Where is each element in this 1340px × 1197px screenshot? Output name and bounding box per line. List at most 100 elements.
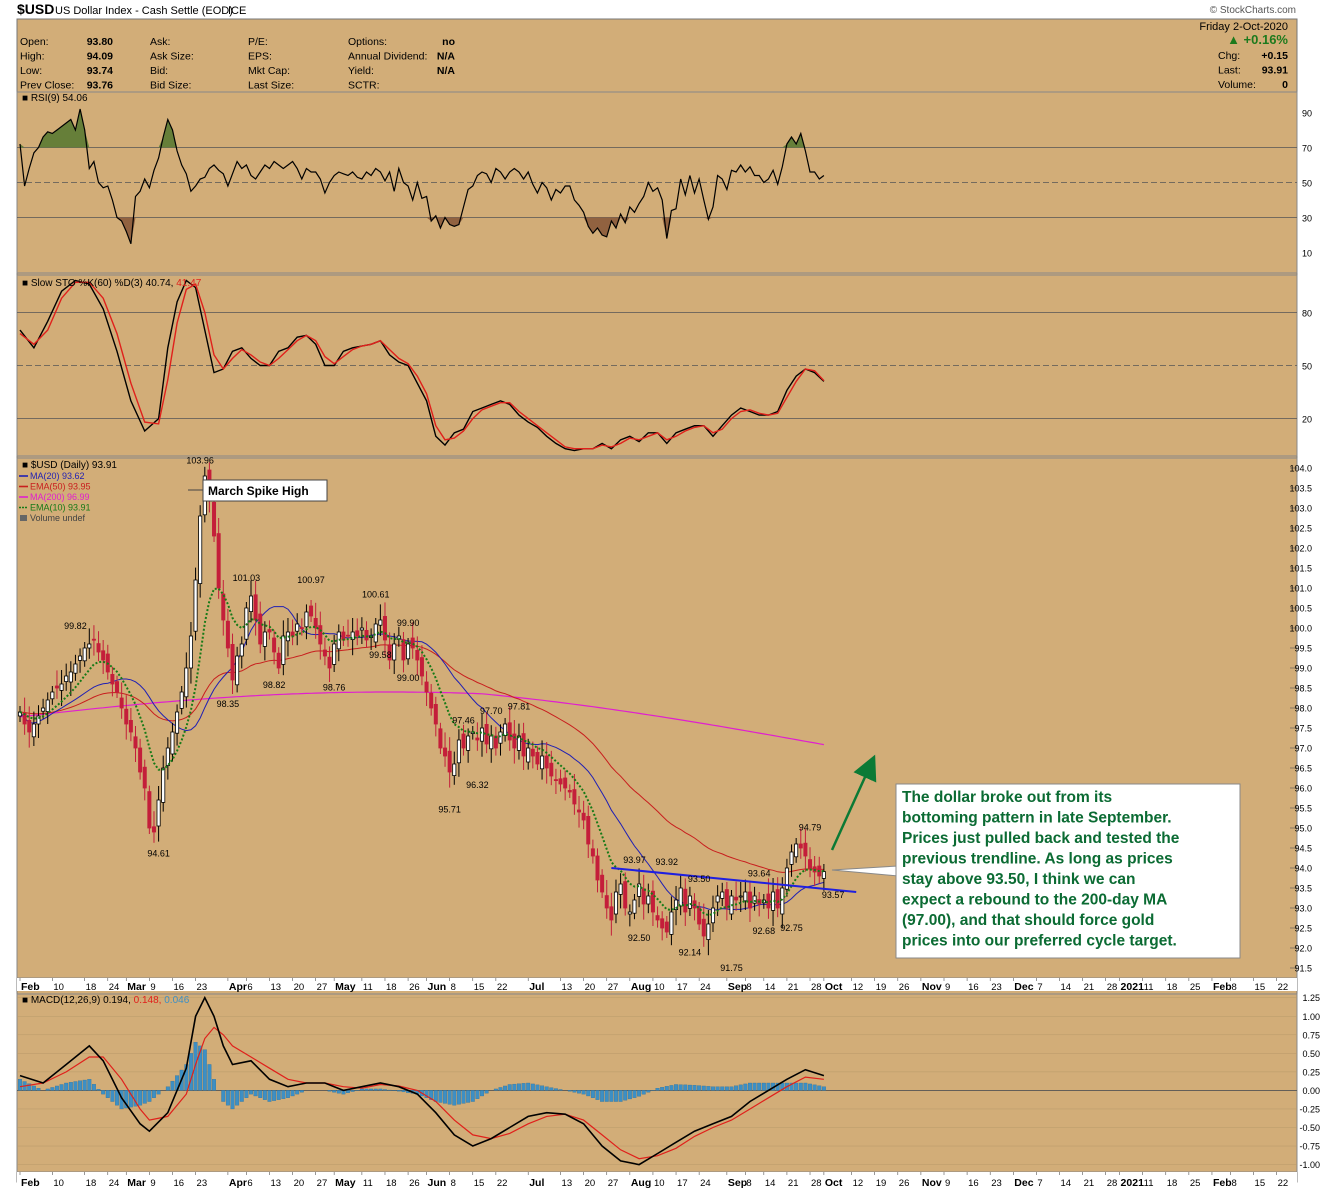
x-tick-label: 24 [109,982,120,993]
x-tick-label: 18 [386,982,397,993]
x-tick-label: 20 [294,982,305,993]
candle-body [180,692,183,708]
x-tick-label: 19 [876,982,887,993]
macd-hist-bar [633,1090,637,1097]
tick-label: 0.50 [1302,1049,1320,1059]
candle-body [333,644,336,664]
x-tick-label: Sep [728,1177,747,1189]
macd-hist-bar [171,1081,175,1090]
price-label: 98.82 [263,680,286,690]
candle-body [601,875,604,892]
x-tick-label: 9 [945,982,950,993]
candle-body [60,684,63,690]
symbol: $USD [17,1,54,17]
x-tick-label: 26 [899,982,910,993]
stat-label: Low: [20,65,42,77]
macd-hist-bar [688,1085,692,1090]
candle-body [125,709,128,724]
candle-body [157,800,160,826]
candle-body [194,580,197,631]
macd-hist-bar [660,1087,664,1090]
price-label: 93.64 [748,868,771,878]
candle-body [596,856,599,880]
price-label: 99.00 [397,673,420,683]
tick-label: 0.25 [1302,1067,1320,1077]
macd-hist-bar [268,1090,272,1101]
candle-body [716,896,719,902]
tick-label: 93.0 [1294,904,1312,914]
candle-body [536,752,539,764]
macd-hist-bar [647,1090,651,1092]
x-tick-label: 9 [945,1178,950,1189]
macd-hist-bar [152,1090,156,1097]
macd-hist-bar [379,1089,383,1090]
x-tick-label: 15 [474,982,485,993]
price-label: 100.97 [297,575,325,585]
x-tick-label: 12 [853,1178,864,1189]
x-tick-label: 14 [1061,982,1072,993]
x-tick-label: 6 [247,982,252,993]
tick-label: -0.50 [1299,1123,1320,1133]
candle-body [365,630,368,640]
candle-body [111,674,114,684]
x-tick-label: 16 [173,982,184,993]
macd-hist-bar [111,1090,115,1101]
candle-body [453,764,456,776]
x-tick-label: 20 [585,1178,596,1189]
macd-hist-bar [808,1084,812,1090]
candle-body [406,644,409,659]
macd-hist-bar [328,1090,332,1091]
tick-label: 0.75 [1302,1030,1320,1040]
candle-body [744,892,747,901]
x-tick-label: 18 [386,1178,397,1189]
macd-hist-bar [573,1090,577,1092]
macd-hist-bar [522,1083,526,1090]
tick-label: 95.5 [1294,804,1312,814]
macd-hist-bar [656,1088,660,1090]
x-tick-label: 16 [173,1178,184,1189]
x-tick-label: 27 [608,1178,619,1189]
stat-value: 93.80 [87,36,113,48]
legend-entry: MA(20) 93.62 [30,471,85,481]
x-tick-label: 14 [765,982,776,993]
sto-label: ■ Slow STO %K(60) %D(3) 40.74, 41.47 [22,278,202,289]
candle-body [614,892,617,914]
candle-body [120,698,123,708]
price-label: 93.57 [822,890,845,900]
macd-hist-bar [351,1090,355,1091]
stat-label: Annual Dividend: [348,51,427,63]
x-tick-label: 13 [562,982,573,993]
x-tick-label: 21 [788,1178,799,1189]
candle-body [721,892,724,898]
macd-hist-bar [508,1084,512,1090]
candle-body [425,682,428,692]
candle-body [300,628,303,629]
candle-body [42,708,45,711]
macd-hist-bar [300,1090,304,1092]
stat-label: Mkt Cap: [248,65,290,77]
x-tick-label: 17 [677,1178,688,1189]
candle-body [725,890,728,908]
x-tick-label: Mar [127,1177,146,1189]
candle-body [568,790,571,792]
stat-label: Bid: [150,65,168,77]
macd-hist-bar [51,1087,55,1090]
candle-body [411,638,414,648]
candle-body [222,594,225,620]
candle-body [804,843,807,856]
price-title: ■ $USD (Daily) 93.91 [22,460,117,471]
tick-label: 103.0 [1289,504,1312,514]
x-tick-label: Apr [229,981,247,993]
candle-body [259,614,262,644]
tick-label: 97.5 [1294,724,1312,734]
macd-hist-bar [295,1090,299,1094]
candle-body [605,896,608,908]
macd-hist-bar [531,1084,535,1090]
macd-hist-bar [462,1090,466,1103]
x-tick-label: 21 [788,982,799,993]
x-tick-label: 2021 [1121,981,1145,993]
stat-label: Last Size: [248,80,294,92]
x-tick-label: 27 [317,982,328,993]
x-tick-label: Jul [529,1177,544,1189]
candle-body [374,624,377,642]
